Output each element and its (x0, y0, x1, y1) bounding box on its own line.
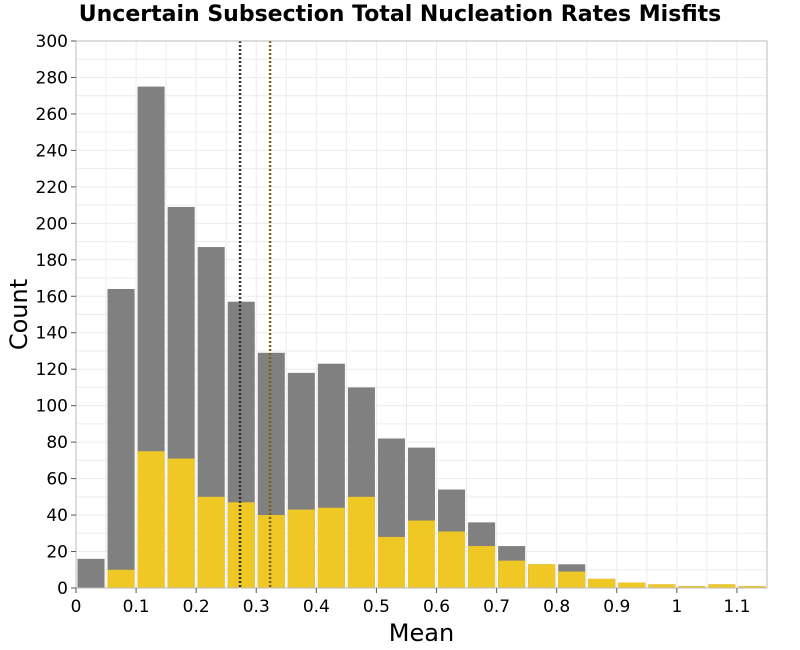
x-tick-label: 0.2 (183, 597, 210, 617)
y-tick-label: 180 (36, 251, 68, 271)
y-tick-label: 220 (36, 178, 68, 198)
y-tick-label: 20 (46, 543, 68, 563)
bar-yellow (287, 509, 315, 588)
y-tick-label: 60 (46, 470, 68, 490)
bar-yellow (648, 584, 676, 588)
y-tick-label: 140 (36, 324, 68, 344)
plot-border (75, 40, 768, 589)
bar-yellow (588, 578, 616, 588)
bar-yellow (407, 520, 436, 588)
x-tick-label: 0 (71, 597, 82, 617)
bar-yellow (317, 507, 345, 588)
y-tick-label: 0 (57, 579, 68, 599)
bar-yellow (197, 496, 225, 588)
y-tick-label: 280 (36, 68, 68, 88)
bar-yellow (528, 564, 556, 588)
x-tick-label: 0.5 (363, 597, 390, 617)
x-tick-label: 0.3 (243, 597, 270, 617)
bar-yellow (257, 515, 285, 588)
x-tick-label: 0.4 (303, 597, 330, 617)
bar-yellow (618, 582, 646, 588)
x-tick-label: 0.7 (483, 597, 510, 617)
x-tick-label: 0.8 (543, 597, 570, 617)
bar-yellow (738, 586, 766, 588)
y-tick-label: 120 (36, 360, 68, 380)
bar-yellow (468, 546, 496, 588)
x-tick-label: 0.6 (423, 597, 450, 617)
bar-yellow (708, 584, 736, 588)
bar-yellow (678, 586, 706, 588)
y-tick-label: 260 (36, 105, 68, 125)
x-tick-label: 1.1 (723, 597, 750, 617)
x-tick-label: 0.1 (123, 597, 150, 617)
bar-yellow (347, 496, 375, 588)
y-tick-label: 200 (36, 214, 68, 234)
y-tick-label: 40 (46, 506, 68, 526)
x-tick-label: 1 (671, 597, 682, 617)
bar-gray (107, 288, 135, 588)
x-axis-title: Mean (389, 619, 454, 647)
bar-yellow (438, 531, 466, 588)
bar-yellow (107, 569, 135, 588)
bar-yellow (498, 560, 526, 588)
y-tick-label: 80 (46, 433, 68, 453)
bar-yellow (558, 571, 586, 588)
y-tick-label: 100 (36, 397, 68, 417)
bar-gray (77, 558, 105, 588)
bar-yellow (167, 458, 195, 588)
y-tick-label: 300 (36, 32, 68, 52)
bar-yellow (377, 536, 405, 588)
x-tick-label: 0.9 (603, 597, 630, 617)
y-tick-label: 160 (36, 287, 68, 307)
y-tick-label: 240 (36, 141, 68, 161)
y-axis-title: Count (5, 279, 33, 350)
chart-title: Uncertain Subsection Total Nucleation Ra… (78, 2, 722, 27)
bar-yellow (137, 451, 165, 588)
